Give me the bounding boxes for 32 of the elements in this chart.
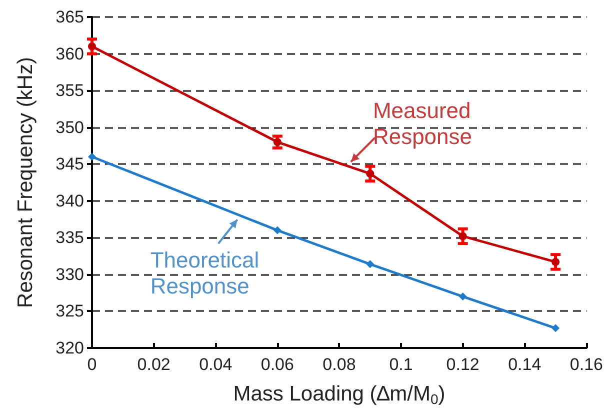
x-tick-label: 0.14: [508, 355, 542, 374]
y-tick-label: 335: [56, 228, 84, 248]
point: [273, 138, 282, 146]
point: [88, 42, 96, 50]
x-tick-label: 0: [87, 355, 97, 374]
x-tick-label: 0.08: [322, 355, 356, 374]
x-tick-label: 0.02: [137, 355, 170, 374]
y-tick-label: 350: [56, 118, 84, 137]
point: [273, 226, 282, 234]
y-tick-label: 325: [56, 302, 84, 321]
series-label: Measured Response: [372, 98, 472, 149]
y-tick-label: 345: [56, 154, 84, 174]
y-tick-label: 330: [56, 264, 84, 284]
y-tick-label: 320: [56, 338, 84, 358]
point: [88, 152, 96, 161]
point: [366, 260, 374, 268]
y-axis-title: Resonant Frequency (kHz): [14, 57, 37, 308]
y-tick-label: 365: [56, 8, 84, 26]
point: [458, 232, 467, 240]
point: [552, 258, 560, 266]
point: [366, 170, 374, 178]
y-tick-label: 355: [56, 81, 84, 100]
x-tick-label: 0.12: [446, 355, 480, 374]
series-label: Theoretical Response: [150, 248, 260, 299]
point: [552, 324, 560, 332]
y-tick-label: 340: [56, 191, 84, 210]
x-tick-label: 0.06: [260, 355, 294, 374]
x-tick-label: 0.04: [199, 355, 232, 374]
point: [458, 292, 467, 301]
x-tick-label: 0.16: [570, 355, 604, 374]
y-tick-label: 360: [56, 44, 84, 64]
x-tick-label: 0.1: [389, 355, 413, 374]
